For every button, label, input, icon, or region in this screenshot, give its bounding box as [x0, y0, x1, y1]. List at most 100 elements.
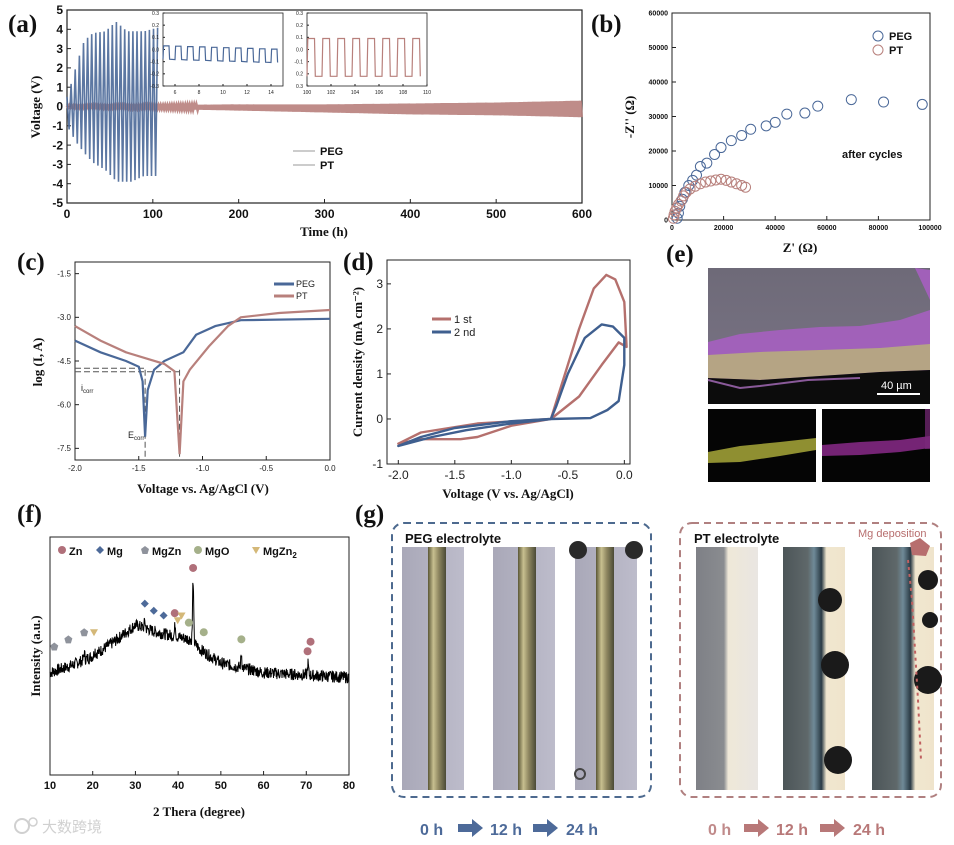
- data-point-peg: [701, 157, 713, 169]
- plot-frame: [74, 261, 331, 461]
- peg-group-box: [391, 522, 652, 798]
- data-point-pt: [694, 178, 706, 190]
- data-point-peg: [715, 142, 727, 154]
- arrow-right-icon: [820, 819, 845, 837]
- y-tick-label: -7.5: [57, 444, 71, 453]
- y-tick-label: 0.2: [296, 72, 303, 78]
- legend-marker-peg: [872, 30, 884, 42]
- peg-time-0h: 0 h: [420, 822, 443, 839]
- x-tick-label: 108: [399, 90, 408, 96]
- data-point-peg: [694, 161, 706, 173]
- sem-cross-section-image: 40 µm: [707, 268, 930, 404]
- panel-a-voltage-profile: Time (h) Voltage (V) PEG PT 0 100 200 300 40…: [28, 3, 592, 239]
- y-axis-title: Current density (mA cm⁻²): [350, 287, 365, 437]
- y-tick-label: -3.0: [57, 313, 71, 322]
- panel-label-g: (g): [355, 501, 384, 528]
- legend-marker-pt: [872, 44, 884, 56]
- inset-pt-line: [306, 37, 421, 77]
- icorr-label: icorr: [81, 383, 93, 395]
- y-tick-label: 0: [376, 412, 383, 426]
- panel-label-c: (c): [17, 249, 45, 276]
- legend-label-text: MgZn: [152, 546, 182, 558]
- y-tick-label: -1: [52, 119, 63, 133]
- x-axis-title: Voltage vs. Ag/AgCl (V): [137, 481, 269, 496]
- y-tick-label: 40000: [649, 79, 669, 86]
- y-axis-title: log (I, A): [30, 338, 45, 387]
- ecorr-label: Ecorr: [128, 430, 144, 442]
- inset-peg-line: [162, 45, 279, 64]
- y-tick-label: 0.2: [152, 23, 159, 29]
- y-tick-label: 0.1: [152, 35, 159, 41]
- x-tick-label: 100: [143, 207, 163, 221]
- pt-group-box: [679, 522, 942, 798]
- pt-time-24h: 24 h: [853, 822, 885, 839]
- x-tick-label: -0.5: [557, 468, 578, 482]
- y-tick-label: 2: [376, 322, 383, 336]
- xrd-marker-mgo: [184, 618, 193, 627]
- xrd-pattern-line: [49, 582, 350, 684]
- panel-d-cv: Voltage (V vs. Ag/AgCl) Current density …: [350, 259, 633, 501]
- series-pt-line: [74, 308, 331, 455]
- data-point-pt: [684, 183, 696, 195]
- panel-e-sem-eds: 40 µm: [707, 268, 930, 482]
- pt-time-0h: 0 h: [708, 822, 731, 839]
- x-tick-label: -1.5: [132, 464, 146, 473]
- x-tick-label: 50: [215, 780, 227, 792]
- x-tick-label: 6: [174, 90, 177, 96]
- x-axis-title: Z' (Ω): [783, 240, 818, 255]
- y-tick-label: -4.5: [57, 357, 71, 366]
- pt-electrolyte-title: PT electrolyte: [694, 531, 779, 546]
- y-axis-title: Voltage (V): [28, 76, 43, 139]
- mg-deposition-annotation: Mg deposition: [858, 528, 927, 540]
- watermark-text: 大数跨境: [42, 818, 102, 836]
- panel-label-a: (a): [8, 11, 37, 38]
- data-point-peg: [769, 116, 781, 128]
- data-point-pt: [720, 174, 732, 186]
- x-axis-title: Time (h): [300, 224, 348, 239]
- x-tick-label: 70: [300, 780, 312, 792]
- legend-label-peg: PEG: [889, 31, 912, 43]
- scale-bar-label: 40 µm: [881, 380, 912, 392]
- x-tick-label: -1.5: [444, 468, 465, 482]
- xrd-marker-zn: [303, 647, 312, 656]
- y-tick-label: 0: [664, 217, 668, 224]
- xrd-marker-mgzn2: [89, 629, 98, 637]
- x-tick-label: 600: [572, 207, 592, 221]
- panel-label-e: (e): [666, 241, 694, 268]
- x-tick-label: 200: [229, 207, 249, 221]
- y-axis-title: Intensity (a.u.): [28, 615, 43, 696]
- y-tick-label: 0.1: [296, 35, 303, 41]
- x-tick-label: 100000: [918, 225, 941, 232]
- xrd-marker-mg: [159, 611, 168, 620]
- y-tick-label: 60000: [649, 10, 669, 17]
- data-point-pt: [740, 181, 752, 193]
- legend-label-mg: Mg: [107, 546, 123, 558]
- x-tick-label: -0.5: [259, 464, 273, 473]
- y-tick-label: -5: [52, 196, 63, 210]
- y-tick-label: 0.0: [296, 47, 303, 53]
- x-tick-label: 40: [172, 780, 184, 792]
- x-tick-label: 8: [198, 90, 201, 96]
- xrd-marker-mgo: [237, 635, 246, 644]
- y-tick-label: 0.2: [296, 23, 303, 29]
- y-tick-label: 10000: [649, 183, 669, 190]
- peg-time-12h: 12 h: [490, 822, 522, 839]
- micrograph-pt-12h: [783, 547, 852, 790]
- panel-label-f: (f): [17, 501, 42, 528]
- legend-marker-mgzn2: [252, 547, 260, 554]
- x-axis-title: Voltage (V vs. Ag/AgCl): [442, 486, 573, 501]
- legend-label-peg: PEG: [296, 279, 315, 289]
- xrd-marker-mgzn: [64, 635, 73, 644]
- legend-label-mgo: MgO: [205, 546, 230, 558]
- pt-time-12h: 12 h: [776, 822, 808, 839]
- data-point-peg: [799, 107, 811, 119]
- watermark-logo-icon: [14, 818, 30, 834]
- data-point-pt: [680, 186, 692, 198]
- data-point-peg: [812, 100, 824, 112]
- legend-marker-mgo: [194, 546, 202, 554]
- phase-legend: Zn Mg MgZn MgO MgZn2: [58, 546, 297, 560]
- y-tick-label: 0.3: [296, 84, 303, 90]
- x-tick-label: 106: [375, 90, 384, 96]
- y-tick-label: 1: [56, 80, 63, 94]
